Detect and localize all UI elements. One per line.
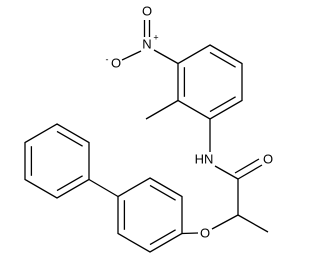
methyl-bond <box>145 99 179 120</box>
ring-outline <box>177 44 243 120</box>
bond <box>153 49 179 65</box>
double-bond <box>149 184 176 201</box>
ring-nitrophenyl <box>177 44 243 120</box>
atom-label: O <box>263 151 273 166</box>
atom-label: HN <box>195 151 214 166</box>
structure-diagram: O N + O - HN O O <box>24 3 273 253</box>
double-bond <box>209 96 236 113</box>
atom-label: O <box>200 225 210 240</box>
double-bond <box>209 51 236 68</box>
atom-label: N <box>142 36 151 51</box>
double-bond <box>56 175 83 192</box>
bond <box>214 165 239 180</box>
double-bond <box>56 130 83 147</box>
biaryl-bond <box>88 178 119 198</box>
ring-phenylene <box>117 177 183 253</box>
ring-phenyl <box>24 123 90 199</box>
methyl-bond <box>237 214 269 233</box>
ring-outline <box>117 177 183 253</box>
charge-label: + <box>153 32 158 42</box>
atom-label: O <box>142 3 152 18</box>
double-bond <box>234 158 260 174</box>
double-bond <box>237 164 263 180</box>
charge-label: - <box>106 54 109 64</box>
ring-outline <box>24 123 90 199</box>
bond <box>121 50 142 61</box>
double-bond <box>149 229 176 246</box>
atom-label: O <box>111 55 121 70</box>
bond <box>211 214 239 230</box>
bond <box>181 232 199 235</box>
